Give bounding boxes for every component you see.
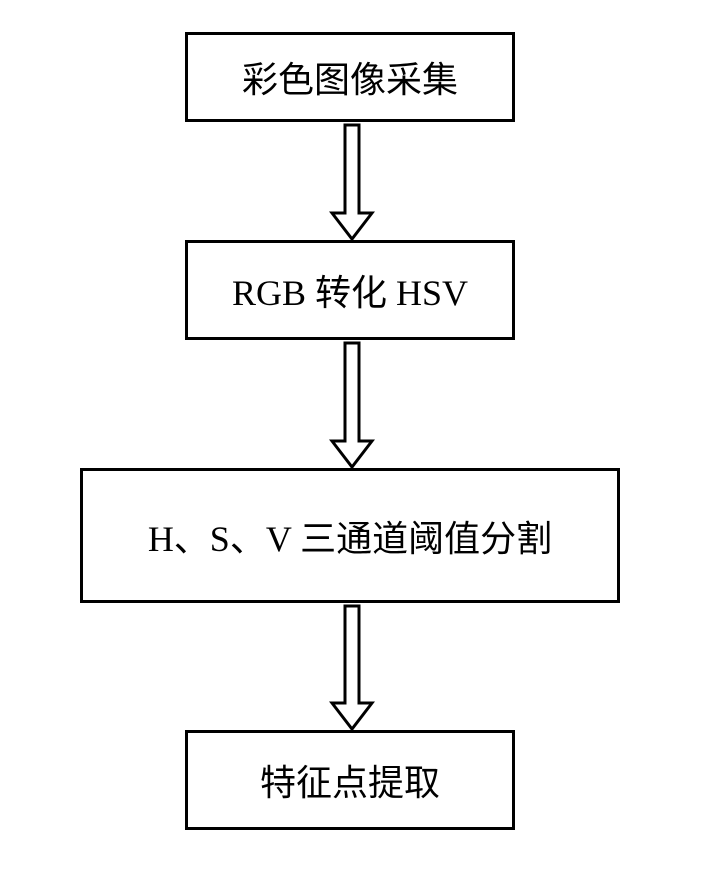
flow-node-label: RGB 转化 HSV (232, 264, 468, 316)
flow-arrow (329, 340, 375, 470)
flow-node-label: 彩色图像采集 (242, 51, 458, 103)
flow-arrow (329, 122, 375, 242)
flow-node-n2: RGB 转化 HSV (185, 240, 515, 340)
flow-node-label: H、S、V 三通道阈值分割 (148, 510, 552, 562)
flowchart-canvas: 彩色图像采集 RGB 转化 HSV H、S、V 三通道阈值分割特征点提取 (0, 0, 704, 896)
flow-node-label: 特征点提取 (260, 754, 440, 806)
flow-node-n4: 特征点提取 (185, 730, 515, 830)
flow-node-n1: 彩色图像采集 (185, 32, 515, 122)
flow-arrow (329, 603, 375, 732)
flow-node-n3: H、S、V 三通道阈值分割 (80, 468, 620, 603)
